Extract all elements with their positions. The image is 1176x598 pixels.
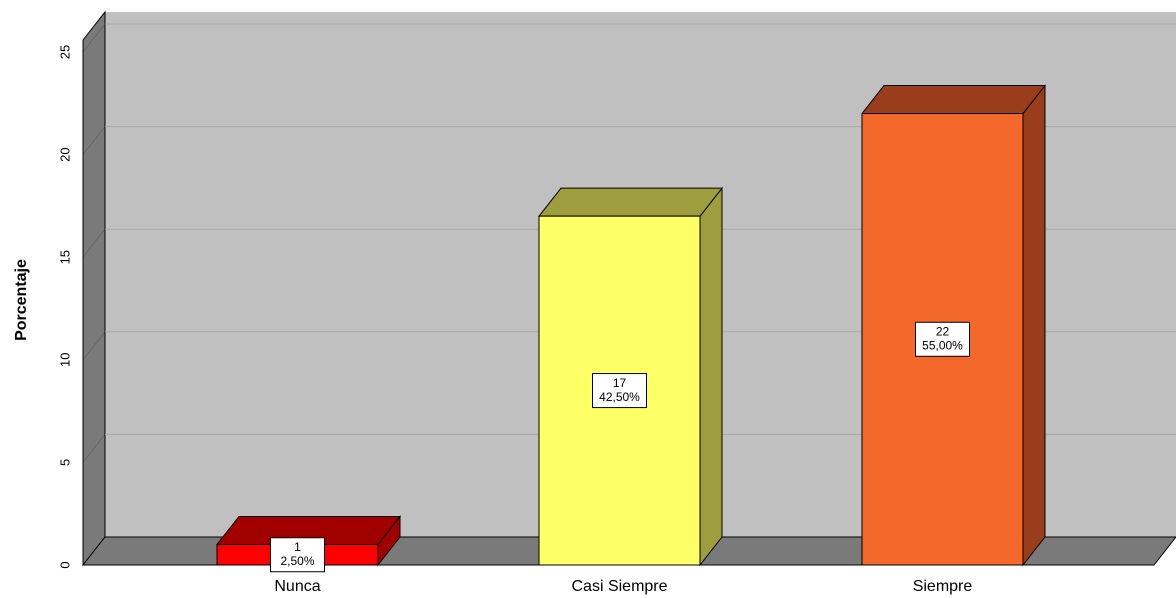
left-wall [82, 10, 106, 567]
y-tick-label: 10 [57, 353, 72, 367]
data-label: 17 [613, 376, 627, 390]
tick-mark [82, 434, 106, 463]
data-label-box [592, 373, 647, 409]
bar-side [699, 186, 723, 567]
bar-top [537, 187, 724, 217]
data-label-percent: 55,00% [922, 338, 963, 352]
bar [860, 84, 1047, 567]
y-tick-label: 15 [57, 250, 72, 264]
y-tick-label: 20 [57, 147, 72, 161]
bar-side [1022, 84, 1046, 567]
x-tick-label: Siempre [913, 578, 973, 595]
data-label-percent: 2,50% [280, 554, 314, 568]
bar [215, 515, 402, 567]
tick-mark [82, 331, 106, 360]
data-label-box [270, 537, 325, 573]
y-tick-label: 5 [57, 459, 72, 466]
data-label-percent: 42,50% [599, 390, 640, 404]
bar-front [861, 113, 1024, 566]
data-label: 22 [936, 324, 950, 338]
tick-mark [82, 536, 106, 566]
y-tick-label: 25 [57, 45, 72, 59]
x-tick-label: Casi Siempre [571, 578, 667, 595]
tick-mark [82, 229, 106, 258]
x-tick-label: Nunca [274, 578, 320, 595]
tick-mark [82, 23, 106, 53]
tick-mark [82, 126, 106, 155]
bar-top [860, 85, 1047, 115]
data-label-box [915, 321, 970, 357]
y-tick-label: 0 [57, 561, 72, 568]
y-axis-label: Porcentaje [13, 259, 30, 341]
data-label: 1 [294, 540, 301, 554]
